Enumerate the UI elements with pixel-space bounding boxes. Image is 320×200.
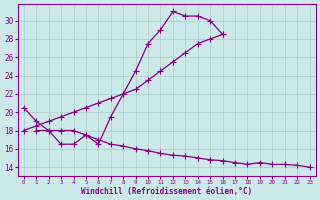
X-axis label: Windchill (Refroidissement éolien,°C): Windchill (Refroidissement éolien,°C) bbox=[81, 187, 252, 196]
